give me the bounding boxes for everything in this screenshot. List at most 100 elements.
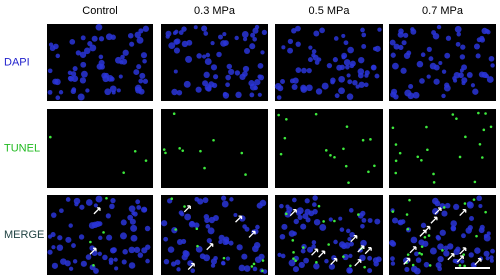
nucleus (131, 211, 136, 216)
apoptotic-cell (315, 261, 318, 264)
apoptotic-cell (294, 259, 297, 262)
arrow (419, 229, 427, 237)
nucleus (201, 54, 207, 59)
apoptotic-cell (285, 117, 288, 121)
arrow (93, 207, 101, 215)
nucleus (469, 216, 475, 221)
nucleus (98, 235, 103, 241)
nucleus (127, 32, 134, 39)
nucleus (145, 244, 151, 250)
nucleus (47, 89, 53, 95)
apoptotic-cell (462, 253, 465, 256)
nucleus (109, 85, 117, 93)
nucleus (415, 257, 422, 263)
nucleus (249, 43, 256, 50)
apoptotic-cell (427, 234, 431, 237)
nucleus (484, 73, 489, 79)
nucleus (127, 214, 134, 221)
nucleus (213, 74, 219, 80)
nucleus (453, 248, 460, 256)
apoptotic-cell (458, 155, 462, 159)
nucleus (470, 262, 477, 268)
nucleus (488, 55, 495, 62)
panel-background (389, 109, 496, 188)
nucleus (176, 267, 181, 272)
nucleus (64, 260, 71, 267)
arrow (459, 208, 467, 217)
apoptotic-cell (178, 147, 181, 150)
nucleus (218, 239, 223, 244)
apoptotic-cell (196, 244, 199, 248)
nucleus (104, 88, 112, 96)
apoptotic-cell (394, 159, 398, 163)
nucleus (250, 32, 256, 38)
nucleus (229, 197, 234, 202)
nucleus (140, 52, 148, 59)
nucleus (134, 31, 141, 39)
apoptotic-cell (181, 149, 185, 152)
nucleus (306, 84, 313, 92)
apoptotic-cell (363, 265, 366, 269)
nucleus (71, 243, 76, 248)
nucleus (68, 266, 74, 271)
nucleus (410, 236, 418, 244)
nucleus (432, 208, 439, 215)
nucleus (235, 91, 242, 98)
nucleus (289, 78, 295, 84)
nucleus (118, 74, 123, 79)
nucleus (128, 205, 136, 213)
nucleus (106, 75, 114, 82)
nucleus (301, 67, 307, 74)
nucleus (202, 80, 209, 87)
nucleus (293, 218, 299, 225)
nucleus (190, 268, 196, 273)
image-panel (161, 109, 268, 188)
nucleus (489, 258, 494, 263)
arrow (350, 235, 358, 243)
nucleus (433, 64, 440, 71)
nucleus (454, 25, 462, 33)
apoptotic-cell (162, 148, 166, 151)
nucleus (105, 33, 113, 41)
nucleus (228, 68, 235, 76)
nucleus (319, 27, 325, 34)
nucleus (174, 29, 179, 34)
nucleus (234, 35, 239, 41)
apoptotic-cell (345, 125, 349, 128)
apoptotic-cell (398, 151, 402, 155)
apoptotic-cell (481, 156, 484, 159)
nucleus (326, 62, 333, 69)
nucleus (490, 248, 495, 254)
apoptotic-cell (347, 181, 350, 184)
nucleus (87, 41, 93, 47)
nucleus (347, 46, 354, 54)
nucleus (130, 224, 138, 232)
nucleus (252, 36, 258, 42)
apoptotic-cell (478, 142, 482, 146)
nucleus (279, 203, 284, 209)
nucleus (128, 246, 136, 254)
nucleus (93, 203, 98, 208)
nucleus (252, 27, 259, 34)
nucleus (363, 82, 369, 88)
nucleus (221, 200, 229, 208)
nucleus (435, 234, 441, 240)
nucleus (441, 69, 447, 74)
nucleus (187, 260, 194, 267)
nucleus (450, 225, 457, 232)
nucleus (65, 236, 72, 243)
nucleus (205, 86, 212, 92)
nucleus (145, 258, 150, 264)
nucleus (468, 252, 474, 258)
nucleus (258, 74, 265, 81)
apoptotic-cell (484, 112, 487, 115)
nucleus (484, 28, 490, 34)
nucleus (99, 64, 105, 70)
nucleus (441, 210, 448, 217)
nucleus (295, 67, 302, 74)
nucleus (390, 241, 397, 247)
arrow (430, 216, 438, 224)
nucleus (460, 44, 466, 50)
apoptotic-cell (333, 219, 336, 223)
apoptotic-cell (144, 159, 148, 162)
